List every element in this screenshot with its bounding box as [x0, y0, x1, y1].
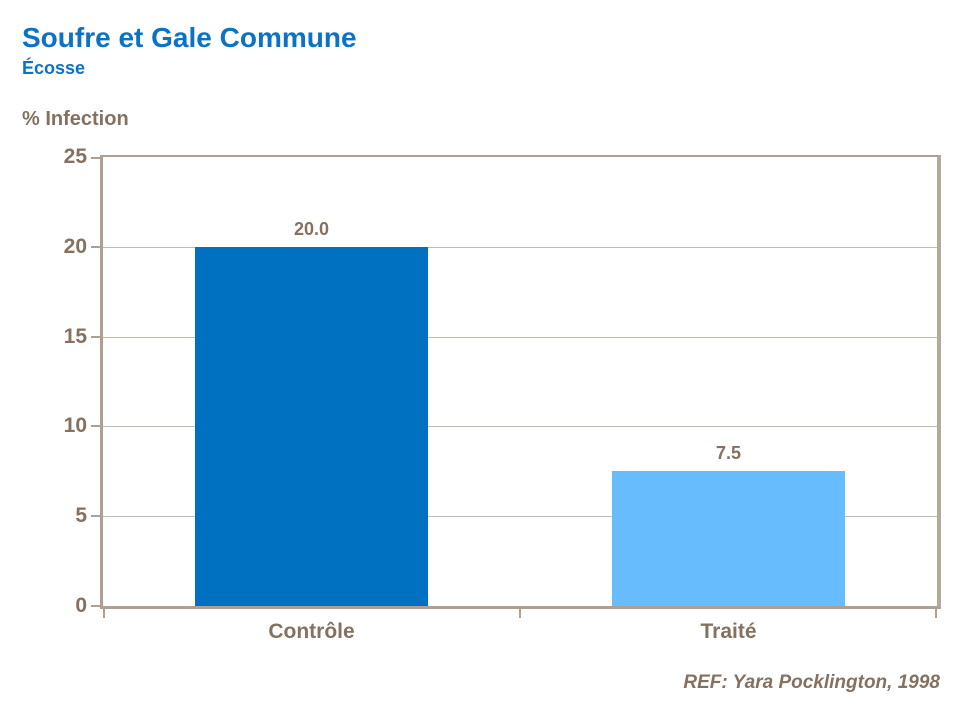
reference-text: REF: Yara Pocklington, 1998 [683, 672, 940, 693]
y-tick-label: 25 [63, 145, 87, 168]
category-label: Contrôle [268, 620, 355, 643]
gridline [103, 246, 937, 248]
y-axis-tick [91, 335, 100, 338]
y-tick-label: 20 [63, 234, 87, 258]
gridline [103, 336, 937, 338]
y-tick-label: 10 [63, 414, 87, 438]
chart-subtitle: Écosse [22, 58, 86, 78]
gridline [103, 426, 937, 428]
y-axis-tick [91, 425, 100, 428]
chart-title: Soufre et Gale Commune [22, 22, 357, 53]
bar-value-label: 7.5 [715, 443, 742, 464]
x-axis-tick [935, 609, 937, 618]
y-axis-tick [91, 515, 100, 518]
y-tick-label: 15 [63, 324, 87, 348]
y-axis-tick [91, 157, 100, 159]
x-axis-tick [519, 609, 521, 618]
plot-area: 0 5 10 15 20 25 20.0 7.5 [64, 145, 941, 618]
y-tick-label: 5 [75, 504, 87, 528]
bar-controle [195, 246, 428, 606]
bar-traite [612, 471, 845, 606]
y-axis-tick [91, 245, 100, 248]
y-axis-tick [91, 605, 100, 607]
bar-value-label: 20.0 [293, 218, 330, 239]
y-axis-title: % Infection [22, 108, 129, 130]
x-axis-tick [103, 609, 105, 618]
y-tick-label: 0 [75, 594, 87, 617]
category-label: Traité [700, 620, 757, 643]
gridline [103, 516, 937, 518]
